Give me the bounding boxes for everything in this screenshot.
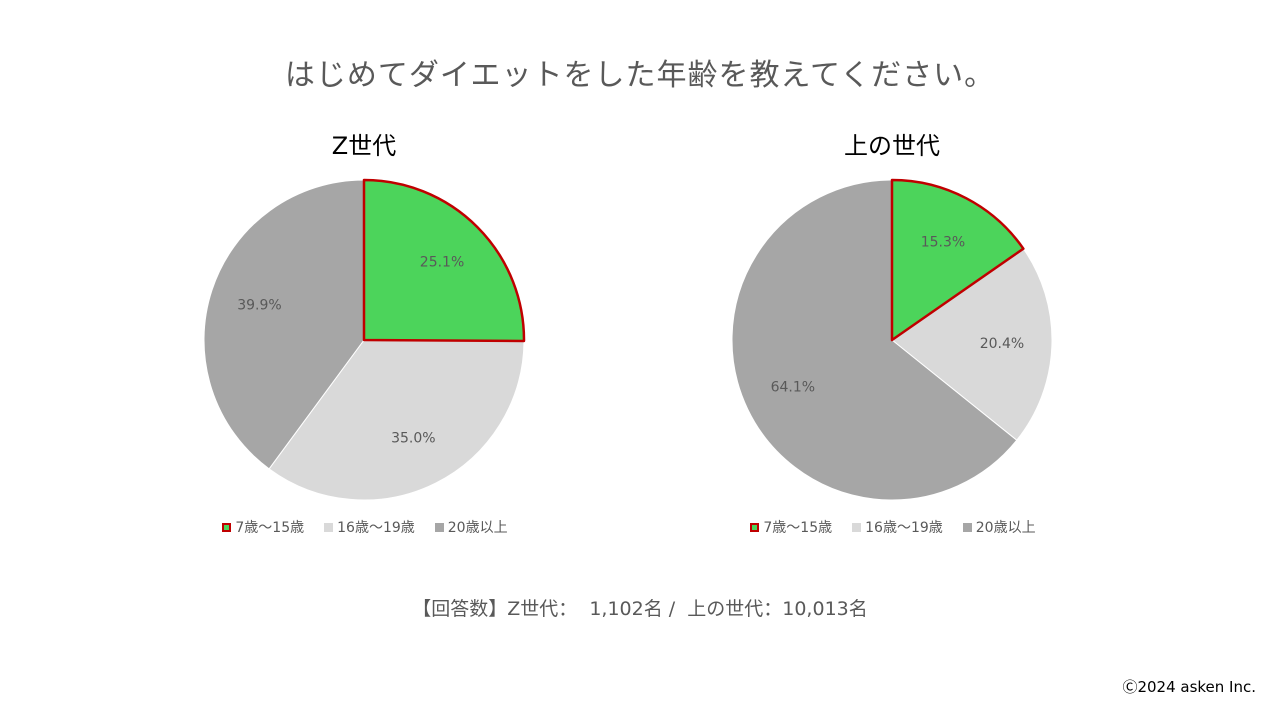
copyright: Ⓒ2024 asken Inc. <box>1122 678 1256 696</box>
legend-label-age-16-19: 16歳〜19歳 <box>337 520 415 536</box>
legend-swatch-age-16-19 <box>324 522 334 532</box>
pie-slice-age-7-15 <box>362 178 526 343</box>
data-label-age-20-plus: 39.9% <box>237 298 281 314</box>
legend-item-age-20-plus: 20歳以上 <box>962 517 1036 537</box>
chart-title-older-gen: 上の世代 <box>844 132 940 160</box>
legend-swatch-age-7-15 <box>750 522 760 532</box>
legend-label-age-20-plus: 20歳以上 <box>975 520 1036 536</box>
slide-title: はじめてダイエットをした年齢を教えてください。 <box>284 58 996 93</box>
legend-swatch-age-16-19 <box>852 522 862 532</box>
data-label-age-20-plus: 64.1% <box>771 380 815 396</box>
pie-slice-age-16-19 <box>268 339 525 501</box>
pie-chart-older-gen: 15.3% 20.4% 64.1% <box>731 178 1053 501</box>
pie-chart-gen-z: 25.1% 35.0% 39.9% <box>203 178 526 501</box>
legend-item-age-7-15: 7歳〜15歳 <box>750 517 832 537</box>
pie-slice-age-20-plus <box>731 179 1018 501</box>
pie-slice-age-20-plus <box>203 179 365 470</box>
legend-item-age-20-plus: 20歳以上 <box>434 517 508 537</box>
data-label-age-16-19: 35.0% <box>391 430 435 446</box>
legend-item-age-16-19: 16歳〜19歳 <box>852 517 943 537</box>
legend-swatch-age-20-plus <box>962 522 972 532</box>
legend-label-age-7-15: 7歳〜15歳 <box>763 520 833 536</box>
pie-slice-age-7-15 <box>890 178 1025 342</box>
legend-label-age-20-plus: 20歳以上 <box>447 520 508 536</box>
legend-label-age-7-15: 7歳〜15歳 <box>235 520 305 536</box>
legend-item-age-7-15: 7歳〜15歳 <box>222 517 304 537</box>
legend-older-gen: 7歳〜15歳 16歳〜19歳 20歳以上 <box>683 517 1103 537</box>
pie-slice-age-16-19 <box>891 248 1053 441</box>
data-label-age-16-19: 20.4% <box>980 336 1024 352</box>
data-label-age-7-15: 25.1% <box>420 254 464 270</box>
legend-swatch-age-7-15 <box>222 522 232 532</box>
legend-item-age-16-19: 16歳〜19歳 <box>324 517 415 537</box>
legend-label-age-16-19: 16歳〜19歳 <box>865 520 943 536</box>
legend-gen-z: 7歳〜15歳 16歳〜19歳 20歳以上 <box>155 517 575 537</box>
data-label-age-7-15: 15.3% <box>921 235 965 251</box>
legend-swatch-age-20-plus <box>434 522 444 532</box>
respondent-count-note: 【回答数】Z世代： 1,102名 / 上の世代：10,013名 <box>412 598 868 620</box>
chart-title-gen-z: Z世代 <box>331 132 397 160</box>
